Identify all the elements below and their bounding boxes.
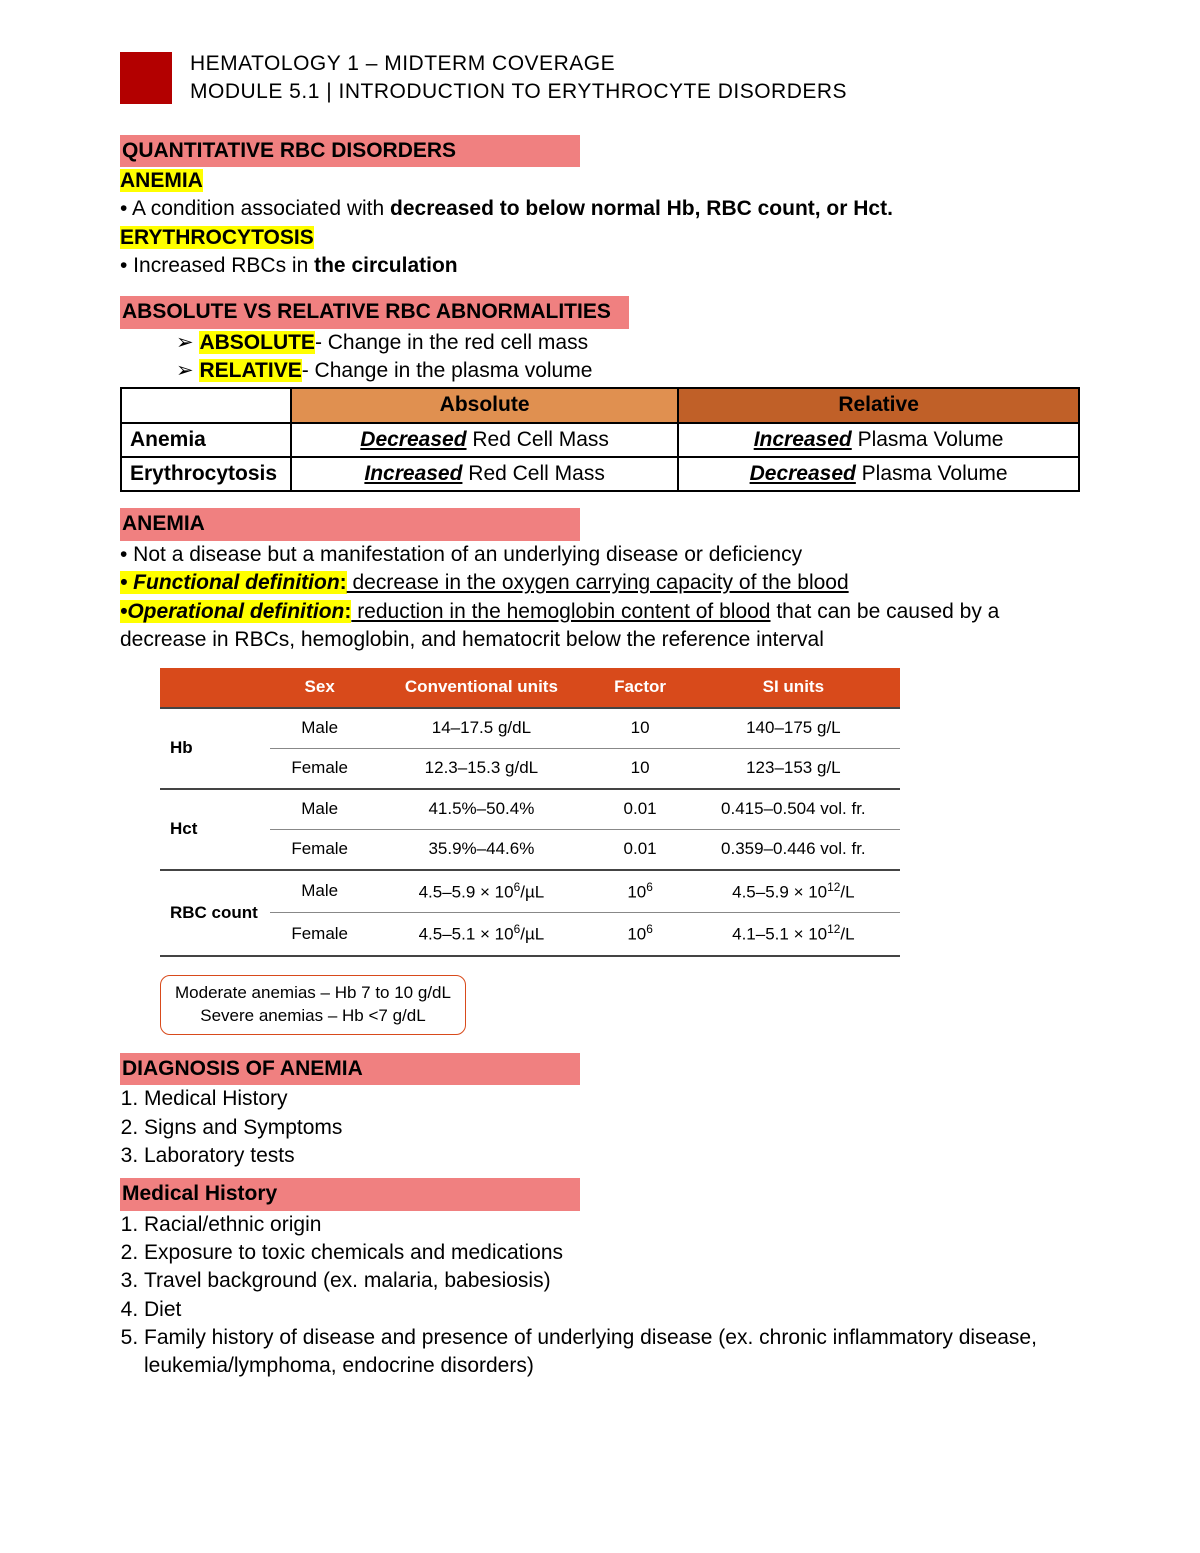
ref-cell: Female [270, 913, 369, 956]
ref-cell: Female [270, 829, 369, 869]
ref-cell: 4.1–5.1 × 1012/L [687, 913, 900, 956]
ref-cell: 0.01 [593, 789, 686, 829]
ref-cell: 10 [593, 749, 686, 789]
list-item: Signs and Symptoms [144, 1114, 1080, 1142]
ref-cell: 106 [593, 913, 686, 956]
section-abs-rel: ABSOLUTE VS RELATIVE RBC ABNORMALITIES [120, 296, 629, 328]
anemia-desc: • A condition associated with decreased … [120, 195, 1080, 223]
ref-cell: 4.5–5.1 × 106/µL [369, 913, 593, 956]
ref-cell: 0.415–0.504 vol. fr. [687, 789, 900, 829]
param-cell: RBC count [160, 870, 270, 956]
ref-cell: 35.9%–44.6% [369, 829, 593, 869]
list-item: Medical History [144, 1085, 1080, 1113]
ref-cell: 4.5–5.9 × 1012/L [687, 870, 900, 913]
ref-cell: Male [270, 789, 369, 829]
header-line2: MODULE 5.1 | INTRODUCTION TO ERYTHROCYTE… [190, 78, 847, 106]
ref-cell: 140–175 g/L [687, 708, 900, 748]
list-item: Exposure to toxic chemicals and medicati… [144, 1239, 1080, 1267]
ref-cell: 10 [593, 708, 686, 748]
ref-cell: Male [270, 870, 369, 913]
page-header: HEMATOLOGY 1 – MIDTERM COVERAGE MODULE 5… [120, 50, 1080, 107]
eryth-heading: ERYTHROCYTOSIS [120, 224, 1080, 252]
list-item: Diet [144, 1296, 1080, 1324]
logo-square [120, 52, 172, 104]
ref-cell: 41.5%–50.4% [369, 789, 593, 829]
col-absolute: Absolute [291, 388, 678, 422]
ref-cell: 0.359–0.446 vol. fr. [687, 829, 900, 869]
section-quant-rbc: QUANTITATIVE RBC DISORDERS [120, 135, 580, 167]
header-line1: HEMATOLOGY 1 – MIDTERM COVERAGE [190, 50, 847, 78]
reference-table: Sex Conventional units Factor SI units H… [160, 668, 900, 957]
section-anemia: ANEMIA [120, 508, 580, 540]
anemia-heading: ANEMIA [120, 167, 1080, 195]
abs-rel-table: Absolute Relative Anemia Decreased Red C… [120, 387, 1080, 492]
col-relative: Relative [678, 388, 1079, 422]
ref-cell: Male [270, 708, 369, 748]
ref-cell: Female [270, 749, 369, 789]
ref-cell: 14–17.5 g/dL [369, 708, 593, 748]
medhist-list: Racial/ethnic originExposure to toxic ch… [144, 1211, 1080, 1381]
list-item: Laboratory tests [144, 1142, 1080, 1170]
param-cell: Hct [160, 789, 270, 870]
row-eryth: Erythrocytosis [121, 457, 291, 491]
ref-cell: 12.3–15.3 g/dL [369, 749, 593, 789]
ref-cell: 123–153 g/L [687, 749, 900, 789]
header-text: HEMATOLOGY 1 – MIDTERM COVERAGE MODULE 5… [190, 50, 847, 107]
param-cell: Hb [160, 708, 270, 789]
list-item: Travel background (ex. malaria, babesios… [144, 1267, 1080, 1295]
diagnosis-list: Medical HistorySigns and SymptomsLaborat… [144, 1085, 1080, 1170]
ref-cell: 106 [593, 870, 686, 913]
section-medhist: Medical History [120, 1178, 580, 1210]
anemia-severity-note: Moderate anemias – Hb 7 to 10 g/dL Sever… [160, 975, 466, 1035]
section-diagnosis: DIAGNOSIS OF ANEMIA [120, 1053, 580, 1085]
anemia-definitions: • Not a disease but a manifestation of a… [120, 541, 1080, 654]
ref-cell: 0.01 [593, 829, 686, 869]
relative-item: RELATIVE- Change in the plasma volume [176, 357, 1080, 385]
list-item: Family history of disease and presence o… [144, 1324, 1080, 1381]
abs-rel-list: ABSOLUTE- Change in the red cell mass RE… [176, 329, 1080, 386]
row-anemia: Anemia [121, 423, 291, 457]
ref-cell: 4.5–5.9 × 106/µL [369, 870, 593, 913]
list-item: Racial/ethnic origin [144, 1211, 1080, 1239]
eryth-desc: • Increased RBCs in the circulation [120, 252, 1080, 280]
absolute-item: ABSOLUTE- Change in the red cell mass [176, 329, 1080, 357]
